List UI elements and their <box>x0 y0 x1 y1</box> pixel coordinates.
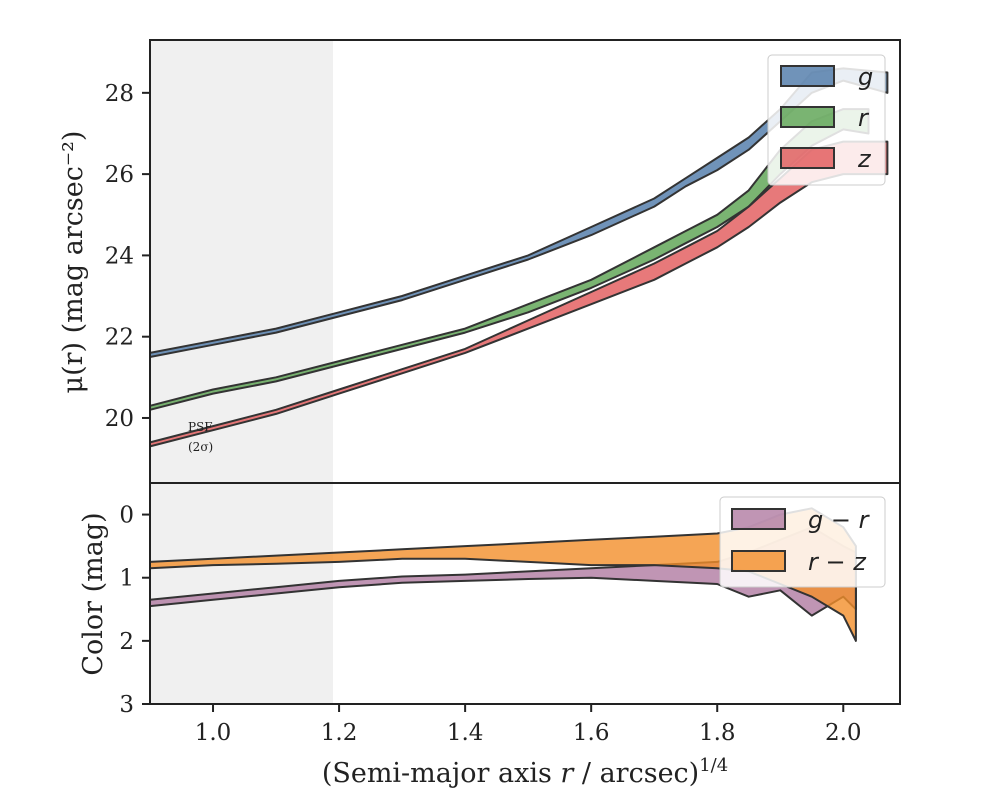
legend-g-swatch <box>780 65 835 87</box>
x-axis-title-rest: / arcsec) <box>573 758 699 789</box>
bottom-plot-frame <box>149 482 901 705</box>
legend-g-label: g <box>858 63 873 91</box>
band-g <box>149 67 889 358</box>
bottom-ytick-label-0: 0 <box>119 503 134 529</box>
xtick-label-0: 1.0 <box>195 720 232 746</box>
top-ytick-label-2: 24 <box>105 243 134 269</box>
legend-r-label: r <box>858 104 870 132</box>
psf-label-line1: PSF <box>188 420 213 434</box>
legend-r-z-label: r − z <box>808 548 867 576</box>
xtick-label-3: 1.6 <box>573 720 610 746</box>
legend-g-r-label: g − r <box>808 506 871 534</box>
x-axis-title-sup: 1/4 <box>699 755 728 776</box>
xtick-label-5: 2.0 <box>825 720 862 746</box>
bottom-ylabel: Color (mag) <box>78 512 109 675</box>
x-axis-title-var: r <box>560 758 575 789</box>
bottom-legend: g − r r − z <box>719 496 886 588</box>
bottom-ytick-label-1: 1 <box>119 566 134 592</box>
top-legend: g r z <box>767 54 886 186</box>
xtick-label-1: 1.2 <box>321 720 358 746</box>
legend-z-label: z <box>857 145 872 173</box>
bottom-panel: 0 1 2 3 1.0 1.2 1.4 1.6 1.8 2.0 Color (mag) (Sem… <box>78 482 901 789</box>
legend-r-z-swatch <box>731 550 786 572</box>
legend-g-r-swatch <box>731 508 786 530</box>
top-yticks: 20 22 24 26 28 <box>105 81 150 432</box>
psf-label-line2: (2σ) <box>188 440 213 454</box>
top-ytick-label-3: 26 <box>105 162 134 188</box>
top-ytick-label-0: 20 <box>105 406 134 432</box>
bottom-ytick-label-2: 2 <box>119 629 134 655</box>
top-psf-shade <box>150 40 333 483</box>
xtick-label-4: 1.8 <box>699 720 736 746</box>
x-axis-title-main: (Semi-major axis <box>322 758 561 789</box>
bottom-xticks: 1.0 1.2 1.4 1.6 1.8 2.0 <box>195 704 862 746</box>
bottom-yticks: 0 1 2 3 <box>119 503 150 718</box>
legend-r-swatch <box>780 106 835 128</box>
xtick-label-2: 1.4 <box>447 720 484 746</box>
x-axis-title: (Semi-major axis r / arcsec)1/4 <box>322 755 728 789</box>
top-ylabel: μ(r) (mag arcsec⁻²) <box>58 131 89 394</box>
top-ytick-label-4: 28 <box>105 81 134 107</box>
legend-z-swatch <box>780 147 835 169</box>
top-ytick-label-1: 22 <box>105 325 134 351</box>
bottom-ytick-label-3: 3 <box>119 692 134 718</box>
